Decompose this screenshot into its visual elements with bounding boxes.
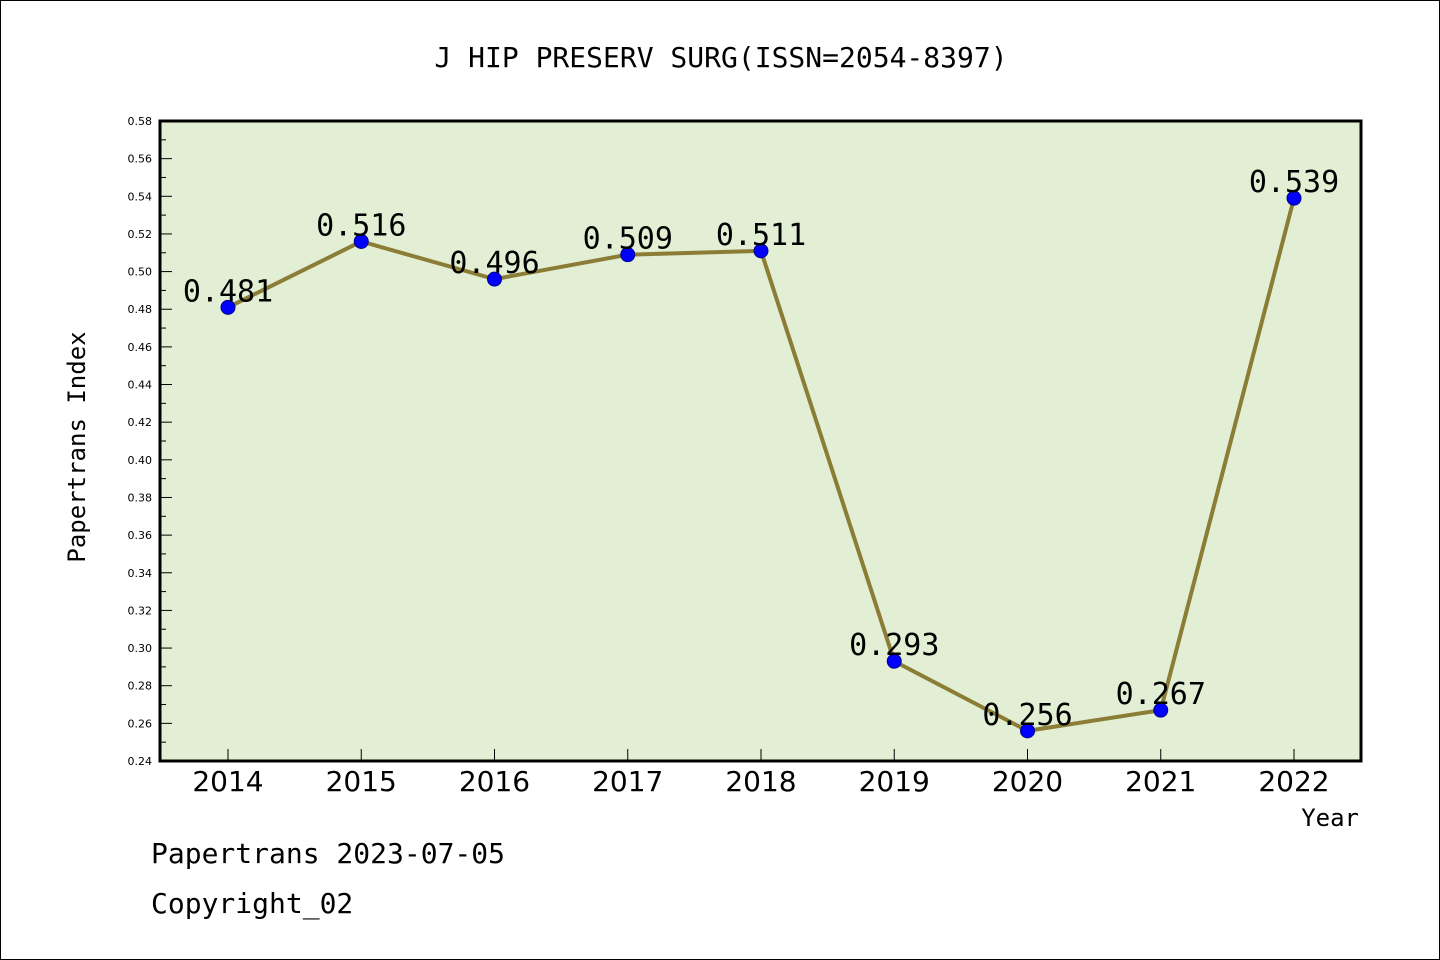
y-tick-label: 0.46 xyxy=(128,341,153,354)
data-point xyxy=(753,243,769,259)
y-tick-label: 0.54 xyxy=(128,190,153,203)
data-label: 0.539 xyxy=(1249,165,1339,200)
series-layer: 0.481 0.516 0.496 0.509 0.511 0.293 0.256 0.267… xyxy=(183,165,1339,739)
y-tick-label: 0.52 xyxy=(128,228,153,241)
y-tick-label: 0.28 xyxy=(128,680,153,693)
x-tick-label: 2018 xyxy=(725,765,796,798)
x-tick-label: 2014 xyxy=(192,765,263,798)
y-tick-label: 0.34 xyxy=(128,567,153,580)
y-tick-label: 0.32 xyxy=(128,604,153,617)
y-tick-label: 0.50 xyxy=(128,266,153,279)
x-tick-label: 2016 xyxy=(459,765,530,798)
y-tick-label: 0.30 xyxy=(128,642,153,655)
y-tick-label: 0.26 xyxy=(128,717,153,730)
x-tick-label: 2021 xyxy=(1125,765,1196,798)
footer-copyright: Copyright_02 xyxy=(151,887,354,920)
y-tick-label: 0.56 xyxy=(128,153,153,166)
x-tick-label: 2020 xyxy=(992,765,1063,798)
x-axis: 2014 2015 2016 2017 2018 2019 2020 2021 2022 xyxy=(192,749,1330,798)
x-tick-label: 2017 xyxy=(592,765,663,798)
data-point xyxy=(487,271,502,287)
data-label: 0.267 xyxy=(1116,677,1206,712)
chart-title: J HIP PRESERV SURG(ISSN=2054-8397) xyxy=(434,41,1007,74)
y-axis: 0.24 0.26 0.28 0.30 0.32 0.34 0.36 0.38 0.40 0.42… xyxy=(128,115,172,768)
data-point xyxy=(1020,723,1035,739)
data-label: 0.509 xyxy=(583,222,673,257)
footer-date: Papertrans 2023-07-05 xyxy=(151,837,506,870)
y-tick-label: 0.48 xyxy=(128,303,153,316)
data-label: 0.496 xyxy=(449,246,539,281)
y-tick-label: 0.36 xyxy=(128,529,153,542)
data-point xyxy=(620,247,636,263)
y-tick-label: 0.58 xyxy=(128,115,153,128)
y-tick-label: 0.38 xyxy=(128,491,153,504)
y-tick-label: 0.42 xyxy=(128,416,153,429)
x-axis-title: Year xyxy=(1301,804,1359,832)
y-tick-label: 0.24 xyxy=(128,755,153,768)
data-point xyxy=(886,653,902,669)
y-tick-label: 0.44 xyxy=(128,379,153,392)
data-point xyxy=(1153,702,1169,718)
y-tick-label: 0.40 xyxy=(128,454,153,467)
data-label: 0.256 xyxy=(982,698,1072,733)
data-point xyxy=(353,233,369,249)
y-axis-title: Papertrans Index xyxy=(63,331,91,562)
x-tick-label: 2019 xyxy=(859,765,930,798)
x-tick-label: 2022 xyxy=(1258,765,1329,798)
data-label: 0.511 xyxy=(716,218,806,253)
x-tick-label: 2015 xyxy=(326,765,397,798)
data-point xyxy=(220,299,236,315)
data-point xyxy=(1286,190,1302,206)
data-label: 0.481 xyxy=(183,274,273,309)
plot-area xyxy=(158,119,1363,763)
data-label: 0.293 xyxy=(849,628,939,663)
data-label: 0.516 xyxy=(316,208,406,243)
